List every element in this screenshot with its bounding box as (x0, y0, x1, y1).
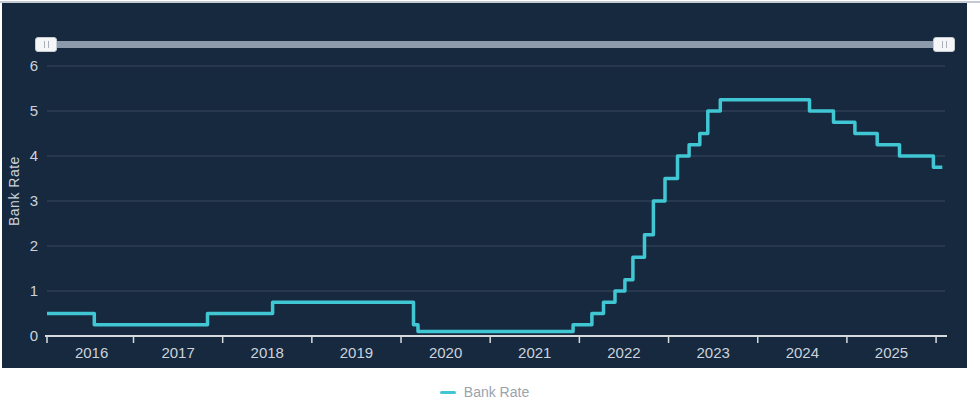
x-tick-label: 2025 (875, 344, 908, 361)
x-tick-label: 2019 (340, 344, 373, 361)
y-tick-label: 4 (30, 147, 38, 164)
x-tick-label: 2017 (161, 344, 194, 361)
range-slider-right-handle[interactable] (933, 37, 955, 52)
y-tick-label: 1 (30, 282, 38, 299)
grip-icon (44, 41, 45, 48)
grip-icon (48, 41, 49, 48)
legend-item-bank-rate[interactable]: Bank Rate (2, 381, 967, 403)
y-tick-label: 5 (30, 102, 38, 119)
y-tick-label: 3 (30, 192, 38, 209)
grip-icon (946, 41, 947, 48)
series-line-bank-rate (47, 100, 942, 332)
range-slider-track[interactable] (46, 41, 946, 48)
x-tick-label: 2018 (251, 344, 284, 361)
x-tick-label: 2024 (786, 344, 819, 361)
page: Bank Rate 0 1 2 3 4 5 6 2016 2017 2018 2019 2020 202… (0, 0, 980, 419)
y-tick-label: 6 (30, 57, 38, 74)
y-tick-label: 2 (30, 237, 38, 254)
chart-panel: Bank Rate 0 1 2 3 4 5 6 2016 2017 2018 2019 2020 202… (2, 3, 967, 368)
legend-marker-icon (440, 391, 456, 394)
x-tick-label: 2016 (75, 344, 108, 361)
y-tick-label: 0 (30, 327, 38, 344)
y-axis-title: Bank Rate (6, 111, 22, 271)
legend-label: Bank Rate (464, 384, 529, 400)
range-slider[interactable] (2, 3, 967, 59)
range-slider-left-handle[interactable] (35, 37, 57, 52)
grip-icon (942, 41, 943, 48)
x-tick-label: 2021 (518, 344, 551, 361)
x-tick-label: 2023 (696, 344, 729, 361)
x-tick-label: 2022 (607, 344, 640, 361)
x-tick-label: 2020 (429, 344, 462, 361)
